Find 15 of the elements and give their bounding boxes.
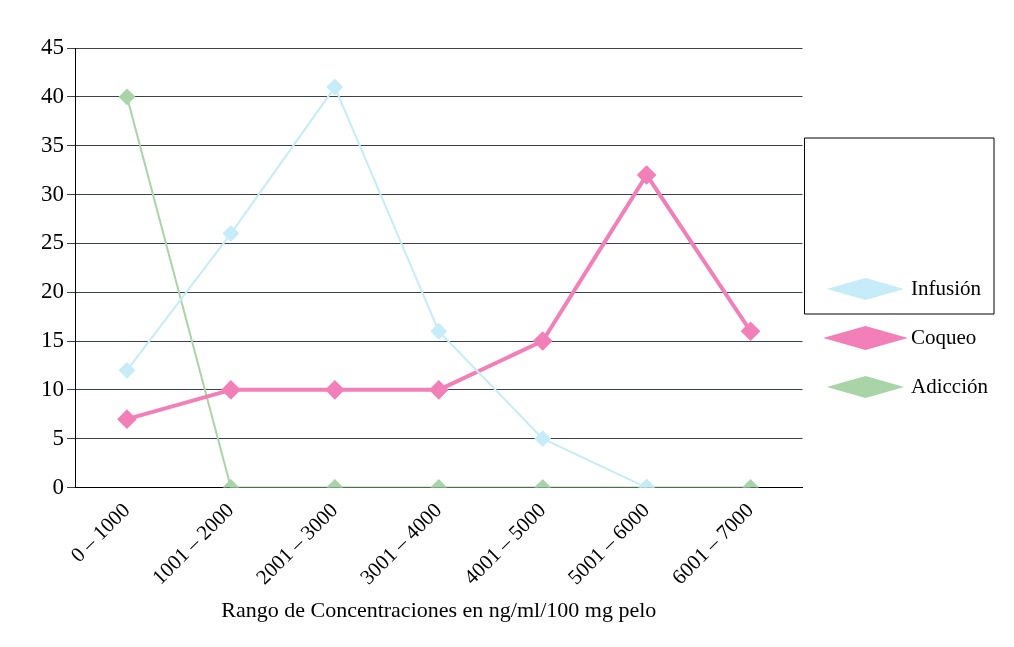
x-axis-title: Rango de Concentraciones en ng/ml/100 mg pelo	[221, 596, 657, 622]
x-tick-label: 6001 – 7000	[666, 497, 758, 590]
y-tick-label: 15	[41, 327, 64, 353]
y-tick-label: 5	[52, 424, 64, 450]
y-tick-label: 20	[41, 278, 64, 304]
y-tick-label: 25	[41, 229, 64, 255]
y-tick-label: 35	[41, 131, 64, 157]
y-tick-label: 30	[41, 180, 64, 206]
y-tick-label: 45	[41, 34, 64, 60]
y-tick-label: 0	[52, 473, 64, 499]
legend-label: Coqueo	[911, 324, 977, 349]
y-tick-label: 40	[41, 82, 64, 108]
legend-label: Adicción	[911, 373, 989, 398]
legend-label: Infusión	[911, 275, 982, 300]
y-tick-label: 10	[41, 375, 64, 401]
